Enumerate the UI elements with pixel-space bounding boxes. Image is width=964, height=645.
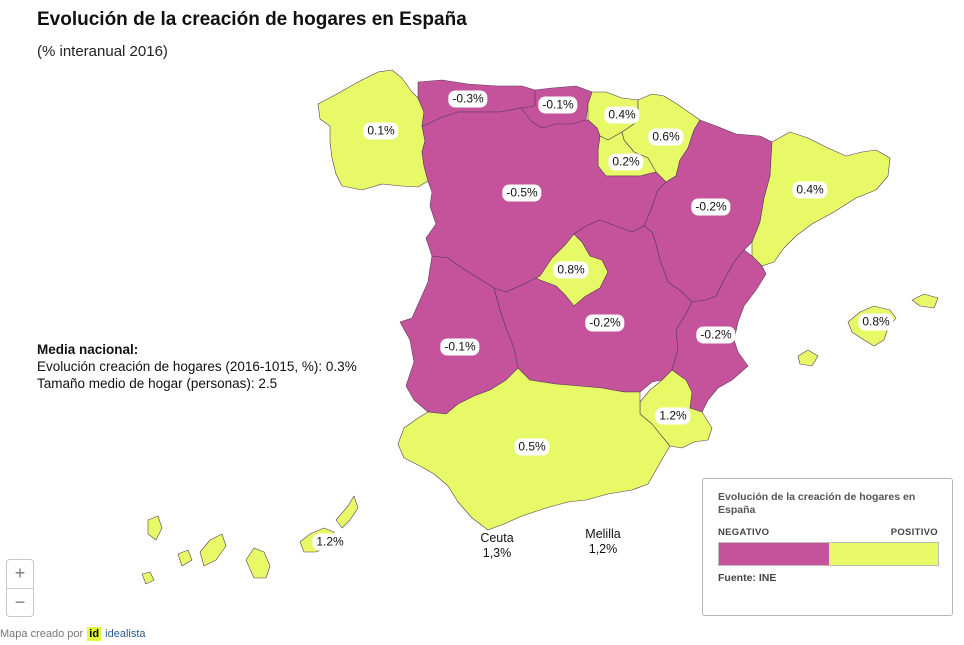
- region-label: 0.4%: [792, 181, 828, 199]
- region-cataluna[interactable]: [751, 131, 891, 267]
- city-ceuta: Ceuta 1,3%: [480, 531, 513, 561]
- zoom-out-button[interactable]: −: [7, 588, 33, 617]
- city-melilla: Melilla 1,2%: [585, 527, 620, 557]
- credit-text: Mapa creado por: [0, 628, 84, 640]
- legend-positive-swatch: [829, 543, 938, 565]
- legend-source: Fuente: INE: [718, 572, 777, 584]
- region-label: 0.5%: [514, 438, 550, 456]
- idealista-logo-icon[interactable]: id: [87, 627, 102, 641]
- map-subtitle: (% interanual 2016): [37, 43, 168, 60]
- map-title: Evolución de la creación de hogares en E…: [37, 9, 467, 30]
- region-label: -0.2%: [585, 314, 625, 332]
- region-label: 0.4%: [604, 106, 640, 124]
- city-melilla-value: 1,2%: [588, 542, 618, 556]
- legend-negative-label: NEGATIVO: [718, 527, 770, 538]
- national-average-title: Media nacional:: [37, 342, 139, 357]
- legend-color-bar: [718, 542, 939, 566]
- region-label: 1.2%: [655, 407, 691, 425]
- region-label: 0.8%: [553, 261, 589, 279]
- legend-positive-label: POSITIVO: [890, 527, 938, 538]
- legend-title: Evolución de la creación de hogares en E…: [718, 491, 916, 516]
- city-ceuta-name: Ceuta: [480, 531, 514, 545]
- city-melilla-name: Melilla: [585, 527, 621, 541]
- region-label: -0.1%: [538, 96, 578, 114]
- region-label: 1.2%: [312, 533, 348, 551]
- map-credit: Mapa creado por id idealista: [0, 627, 146, 641]
- region-label: 0.6%: [648, 128, 684, 146]
- idealista-link[interactable]: idealista: [105, 628, 146, 640]
- region-label: 0.1%: [363, 122, 399, 140]
- region-label: -0.1%: [440, 338, 480, 356]
- national-average: Media nacional: Evolución creación de ho…: [37, 341, 357, 392]
- zoom-in-button[interactable]: +: [14, 563, 26, 583]
- zoom-control: + −: [6, 559, 34, 617]
- region-label: -0.2%: [696, 326, 736, 344]
- national-average-households: Evolución creación de hogares (2016-1015…: [37, 359, 357, 374]
- city-ceuta-value: 1,3%: [482, 546, 512, 560]
- region-label: 0.8%: [858, 313, 894, 331]
- region-label: -0.2%: [691, 198, 731, 216]
- region-label: -0.3%: [448, 90, 488, 108]
- legend-box: Evolución de la creación de hogares en E…: [702, 478, 953, 616]
- legend-negative-swatch: [719, 543, 829, 565]
- national-average-household-size: Tamaño medio de hogar (personas): 2.5: [37, 376, 278, 391]
- region-label: 0.2%: [608, 153, 644, 171]
- region-label: -0.5%: [502, 184, 542, 202]
